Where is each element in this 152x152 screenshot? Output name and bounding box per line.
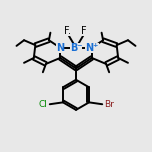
Text: Cl: Cl — [39, 100, 47, 109]
Text: F.: F. — [64, 26, 71, 36]
Text: N: N — [56, 43, 64, 53]
Text: B⁻: B⁻ — [70, 43, 82, 53]
Text: N⁺: N⁺ — [85, 43, 98, 53]
Text: F: F — [81, 26, 87, 36]
Text: Br: Br — [104, 100, 114, 109]
